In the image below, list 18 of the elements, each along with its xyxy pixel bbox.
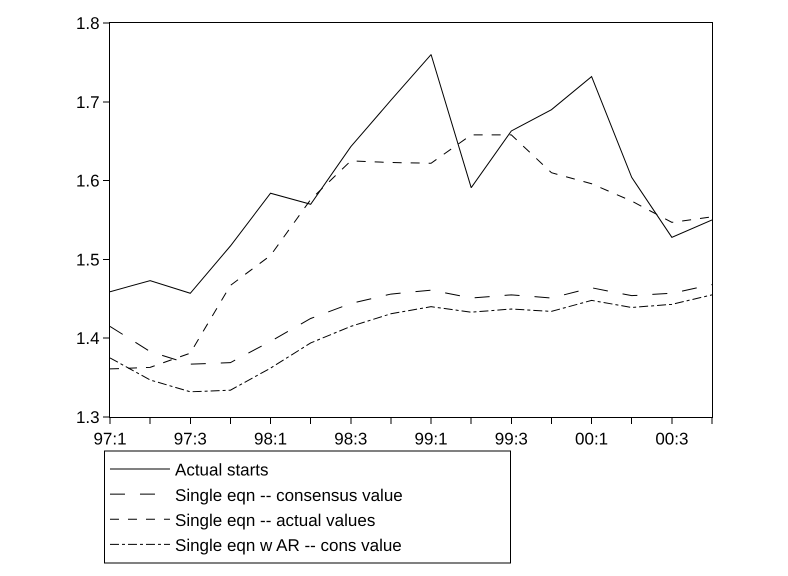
x-tick-label: 99:1: [414, 429, 448, 448]
y-tick-label: 1.5: [76, 250, 100, 270]
legend-label: Actual starts: [174, 460, 269, 480]
x-tick-label: 00:3: [655, 429, 688, 448]
legend-label: Single eqn -- consensus value: [174, 486, 403, 505]
legend-label: Single eqn w AR -- cons value: [174, 536, 402, 555]
x-tick-label: 99:3: [494, 429, 528, 448]
y-tick-label: 1.8: [76, 14, 100, 33]
y-tick-label: 1.7: [76, 92, 100, 112]
x-tick-label: 98:1: [254, 429, 288, 448]
y-tick-label: 1.3: [76, 408, 100, 427]
y-tick-label: 1.6: [76, 172, 100, 191]
x-tick-label: 97:3: [174, 429, 207, 448]
x-tick-label: 98:3: [334, 429, 368, 448]
x-tick-label: 97:1: [93, 429, 127, 448]
x-tick-label: 00:1: [575, 429, 608, 448]
y-tick-label: 1.4: [76, 329, 100, 348]
legend-label: Single eqn -- actual values: [174, 510, 376, 530]
